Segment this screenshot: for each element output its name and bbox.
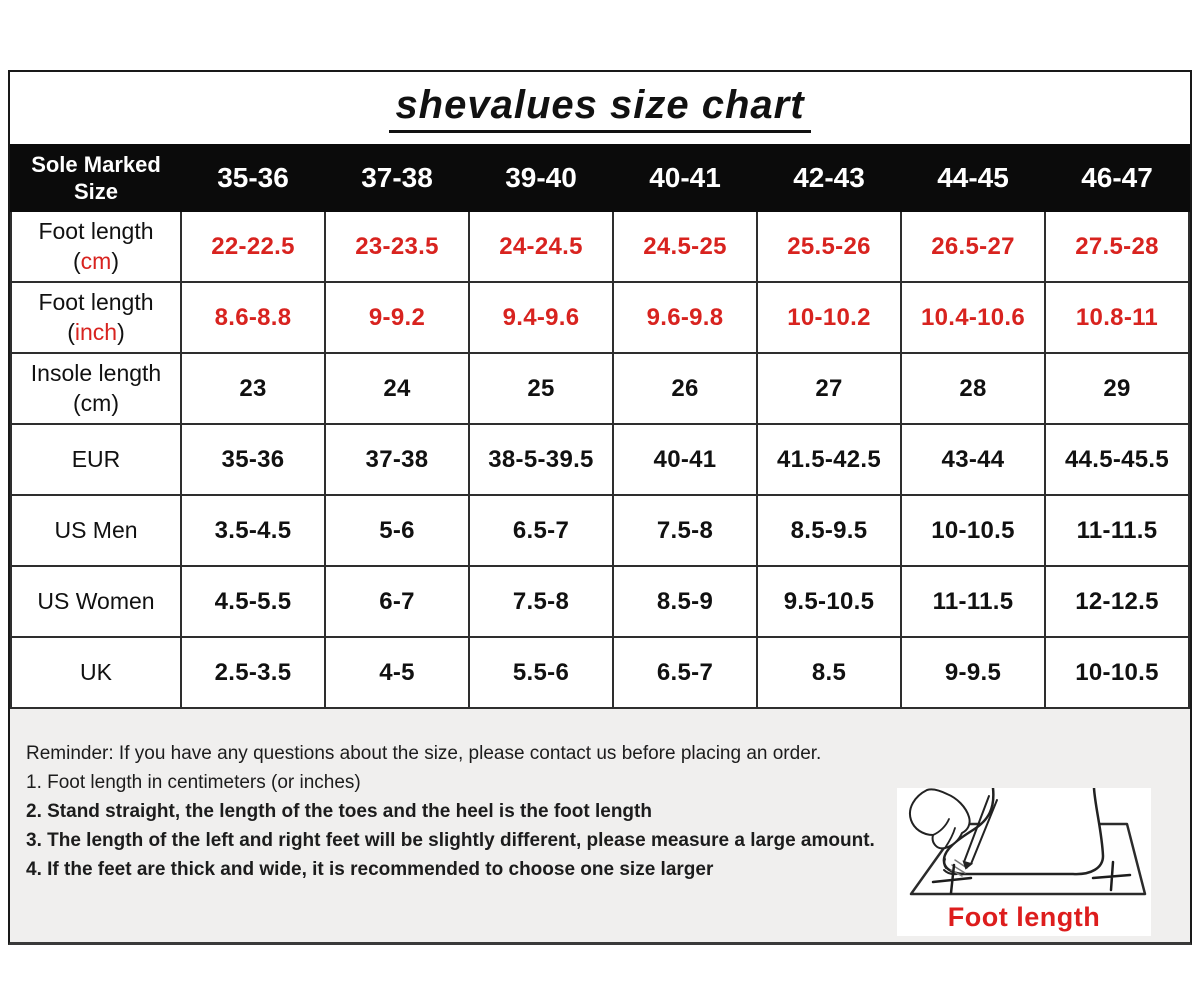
cell-foot-inch: 9-9.2 <box>324 281 470 354</box>
cell-foot-inch: 10-10.2 <box>756 281 902 354</box>
cell-insole: 25 <box>468 352 614 425</box>
header-size-42-43: 42-43 <box>756 144 902 212</box>
cell-us-women: 12-12.5 <box>1044 565 1190 638</box>
chart-title-bar: shevalues size chart <box>10 72 1190 144</box>
header-size-37-38: 37-38 <box>324 144 470 212</box>
cell-foot-cm: 23-23.5 <box>324 210 470 283</box>
cell-us-men: 8.5-9.5 <box>756 494 902 567</box>
row-uk: UK 2.5-3.5 4-5 5.5-6 6.5-7 8.5 9-9.5 10-… <box>10 636 1190 709</box>
cell-uk: 4-5 <box>324 636 470 709</box>
cell-insole: 28 <box>900 352 1046 425</box>
cell-insole: 23 <box>180 352 326 425</box>
row-label-insole-length: Insole length (cm) <box>10 352 182 425</box>
cell-us-men: 5-6 <box>324 494 470 567</box>
row-eur: EUR 35-36 37-38 38-5-39.5 40-41 41.5-42.… <box>10 423 1190 496</box>
cell-us-men: 3.5-4.5 <box>180 494 326 567</box>
cell-eur: 38-5-39.5 <box>468 423 614 496</box>
note-2: 2. Stand straight, the length of the toe… <box>26 801 652 822</box>
cell-us-men: 10-10.5 <box>900 494 1046 567</box>
cell-foot-cm: 27.5-28 <box>1044 210 1190 283</box>
notes-section: Reminder: If you have any questions abou… <box>10 709 1190 942</box>
cell-insole: 27 <box>756 352 902 425</box>
header-size-40-41: 40-41 <box>612 144 758 212</box>
cell-uk: 10-10.5 <box>1044 636 1190 709</box>
cell-foot-cm: 24-24.5 <box>468 210 614 283</box>
row-label-foot-length-inch: Foot length (inch) <box>10 281 182 354</box>
foot-measure-illustration: Foot length <box>897 788 1151 936</box>
cell-us-women: 6-7 <box>324 565 470 638</box>
table-header-row: Sole Marked Size 35-36 37-38 39-40 40-41… <box>10 144 1190 212</box>
header-size-44-45: 44-45 <box>900 144 1046 212</box>
row-label-us-men: US Men <box>10 494 182 567</box>
header-size-39-40: 39-40 <box>468 144 614 212</box>
cell-us-men: 11-11.5 <box>1044 494 1190 567</box>
header-size-46-47: 46-47 <box>1044 144 1190 212</box>
row-foot-length-inch: Foot length (inch) 8.6-8.8 9-9.2 9.4-9.6… <box>10 281 1190 354</box>
reminder-line: Reminder: If you have any questions abou… <box>26 743 822 764</box>
cell-foot-inch: 10.8-11 <box>1044 281 1190 354</box>
row-label-eur: EUR <box>10 423 182 496</box>
row-label-uk: UK <box>10 636 182 709</box>
header-size-35-36: 35-36 <box>180 144 326 212</box>
row-label-unit: (cm) <box>72 389 119 416</box>
row-label-unit: (inch) <box>67 318 125 345</box>
cell-us-women: 9.5-10.5 <box>756 565 902 638</box>
cell-foot-inch: 9.6-9.8 <box>612 281 758 354</box>
cell-us-men: 7.5-8 <box>612 494 758 567</box>
cell-uk: 6.5-7 <box>612 636 758 709</box>
illustration-caption: Foot length <box>947 902 1101 932</box>
row-us-women: US Women 4.5-5.5 6-7 7.5-8 8.5-9 9.5-10.… <box>10 565 1190 638</box>
note-1: 1. Foot length in centimeters (or inches… <box>26 772 361 793</box>
cell-us-women: 7.5-8 <box>468 565 614 638</box>
cell-foot-cm: 24.5-25 <box>612 210 758 283</box>
header-sole-marked-size: Sole Marked Size <box>10 144 182 212</box>
cell-foot-inch: 8.6-8.8 <box>180 281 326 354</box>
cell-eur: 41.5-42.5 <box>756 423 902 496</box>
cell-foot-inch: 10.4-10.6 <box>900 281 1046 354</box>
cell-us-men: 6.5-7 <box>468 494 614 567</box>
note-3: 3. The length of the left and right feet… <box>26 830 875 851</box>
size-chart-box: shevalues size chart Sole Marked Size 35… <box>8 70 1192 945</box>
notes-text: Reminder: If you have any questions abou… <box>26 739 1190 884</box>
cell-foot-inch: 9.4-9.6 <box>468 281 614 354</box>
row-label-text: Foot length <box>38 288 154 315</box>
row-label-foot-length-cm: Foot length (cm) <box>10 210 182 283</box>
cell-uk: 8.5 <box>756 636 902 709</box>
cell-eur: 43-44 <box>900 423 1046 496</box>
cell-uk: 9-9.5 <box>900 636 1046 709</box>
size-table: Sole Marked Size 35-36 37-38 39-40 40-41… <box>10 144 1190 709</box>
row-label-unit: (cm) <box>72 247 119 274</box>
row-label-text: Foot length <box>38 217 154 244</box>
cell-us-women: 8.5-9 <box>612 565 758 638</box>
cell-insole: 29 <box>1044 352 1190 425</box>
cell-foot-cm: 26.5-27 <box>900 210 1046 283</box>
page-title: shevalues size chart <box>389 83 811 133</box>
foot-measure-drawing <box>909 788 1147 896</box>
note-4: 4. If the feet are thick and wide, it is… <box>26 859 714 880</box>
row-label-us-women: US Women <box>10 565 182 638</box>
cell-foot-cm: 25.5-26 <box>756 210 902 283</box>
row-foot-length-cm: Foot length (cm) 22-22.5 23-23.5 24-24.5… <box>10 210 1190 283</box>
cell-foot-cm: 22-22.5 <box>180 210 326 283</box>
cell-uk: 2.5-3.5 <box>180 636 326 709</box>
cell-insole: 24 <box>324 352 470 425</box>
cell-eur: 37-38 <box>324 423 470 496</box>
cell-eur: 40-41 <box>612 423 758 496</box>
row-insole-length: Insole length (cm) 23 24 25 26 27 28 29 <box>10 352 1190 425</box>
row-us-men: US Men 3.5-4.5 5-6 6.5-7 7.5-8 8.5-9.5 1… <box>10 494 1190 567</box>
cell-insole: 26 <box>612 352 758 425</box>
cell-uk: 5.5-6 <box>468 636 614 709</box>
row-label-text: Insole length <box>30 359 162 386</box>
cell-us-women: 4.5-5.5 <box>180 565 326 638</box>
cell-eur: 35-36 <box>180 423 326 496</box>
cell-eur: 44.5-45.5 <box>1044 423 1190 496</box>
cell-us-women: 11-11.5 <box>900 565 1046 638</box>
